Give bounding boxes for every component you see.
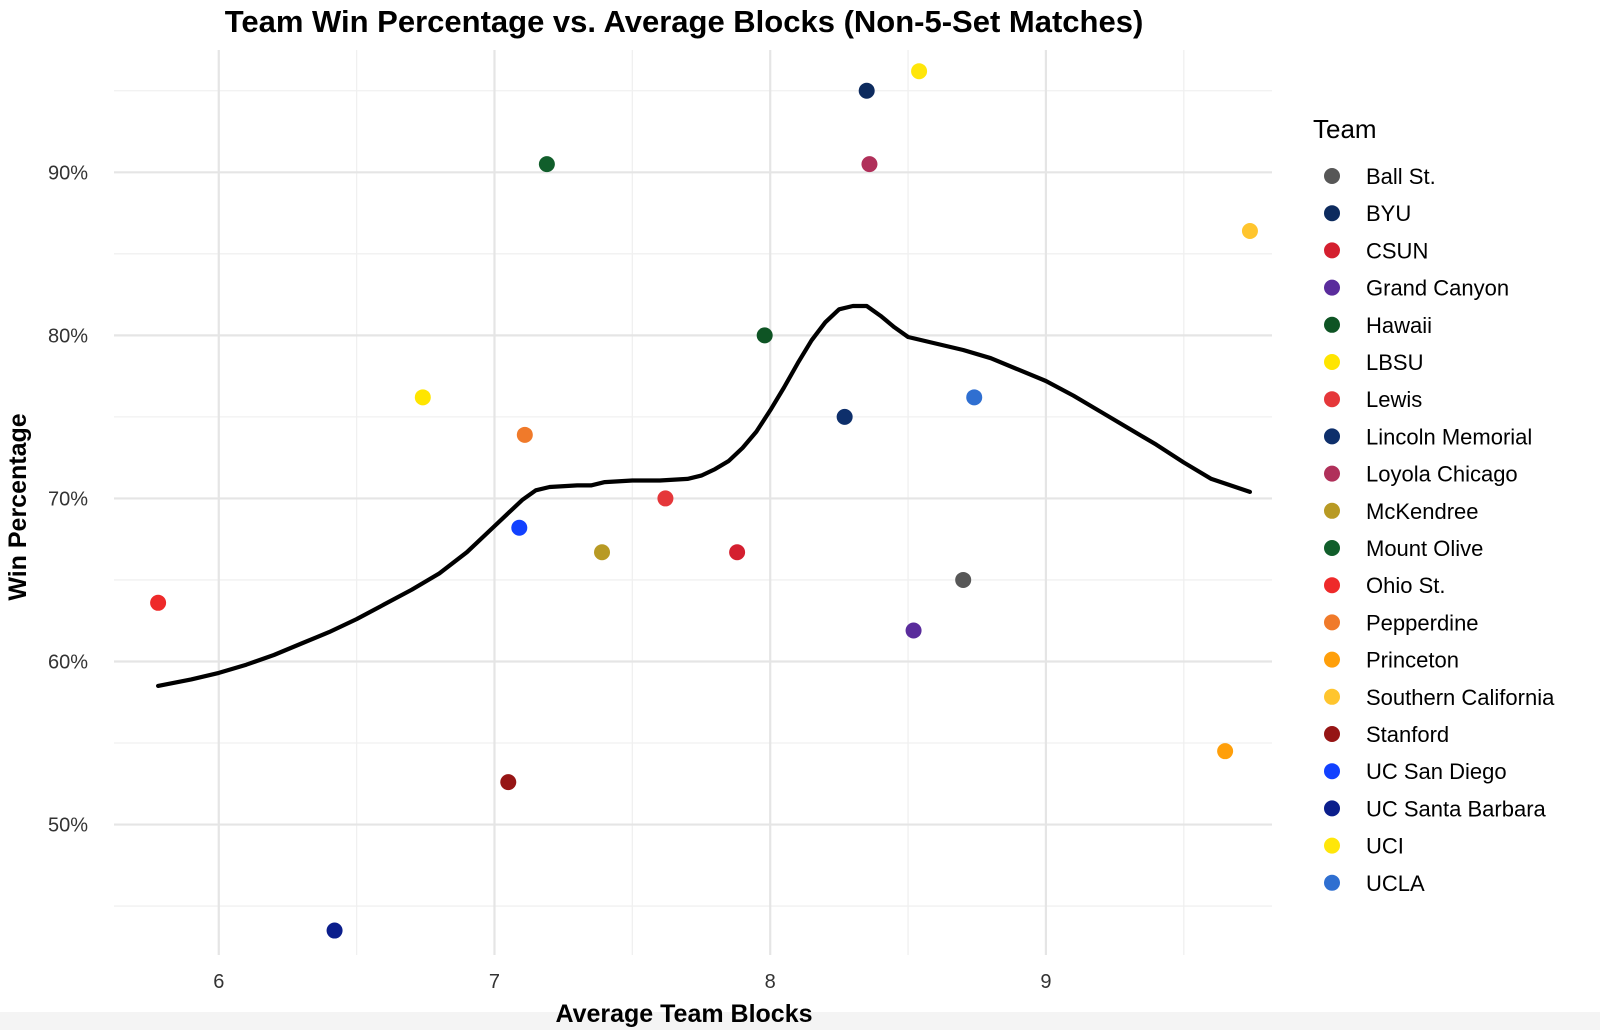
data-point-southern-california xyxy=(1241,223,1258,239)
legend-label-lincoln-memorial: Lincoln Memorial xyxy=(1366,424,1532,449)
legend-key-princeton xyxy=(1324,651,1340,668)
legend-key-mount-olive xyxy=(1324,540,1340,556)
y-tick-label: 80% xyxy=(48,325,88,347)
legend-key-lincoln-memorial xyxy=(1324,428,1340,445)
legend-key-stanford xyxy=(1324,726,1340,742)
data-points xyxy=(150,63,1258,939)
chart-title: Team Win Percentage vs. Average Blocks (… xyxy=(225,4,1144,39)
legend-label-uc-san-diego: UC San Diego xyxy=(1366,759,1507,784)
data-point-csun xyxy=(729,544,746,561)
x-tick-label: 7 xyxy=(489,971,500,993)
legend-label-ohio-st: Ohio St. xyxy=(1366,573,1445,598)
bottom-strip xyxy=(0,1012,1600,1030)
legend-label-princeton: Princeton xyxy=(1366,648,1459,673)
legend-label-loyola-chicago: Loyola Chicago xyxy=(1366,462,1518,487)
legend-label-lbsu: LBSU xyxy=(1366,350,1423,375)
data-point-mount-olive xyxy=(538,156,555,173)
data-point-loyola-chicago xyxy=(861,156,878,173)
data-point-ucla xyxy=(966,389,983,406)
legend-key-uci xyxy=(1324,837,1340,854)
legend-key-pepperdine xyxy=(1324,614,1340,631)
legend-label-pepperdine: Pepperdine xyxy=(1366,610,1479,635)
y-tick-label: 60% xyxy=(48,651,88,673)
legend-key-csun xyxy=(1324,242,1340,259)
legend-label-lewis: Lewis xyxy=(1366,387,1422,412)
data-point-uc-santa-barbara xyxy=(326,922,343,939)
data-point-lincoln-memorial xyxy=(836,408,853,425)
data-point-uc-san-diego xyxy=(511,519,528,536)
x-axis-label: Average Team Blocks xyxy=(555,1000,812,1028)
legend-key-ball-st xyxy=(1324,168,1340,184)
x-tick-label: 9 xyxy=(1040,971,1051,993)
data-point-stanford xyxy=(500,774,517,791)
legend-label-mount-olive: Mount Olive xyxy=(1366,536,1483,561)
legend-label-ucla: UCLA xyxy=(1366,871,1425,896)
legend-key-uc-san-diego xyxy=(1324,763,1340,780)
legend-label-uc-santa-barbara: UC Santa Barbara xyxy=(1366,796,1547,821)
legend-key-mckendree xyxy=(1324,502,1340,519)
legend-key-uc-santa-barbara xyxy=(1324,800,1340,817)
legend-label-ball-st: Ball St. xyxy=(1366,164,1436,189)
legend-label-uci: UCI xyxy=(1366,834,1404,859)
y-tick-label: 90% xyxy=(48,162,88,184)
legend-label-grand-canyon: Grand Canyon xyxy=(1366,276,1509,301)
y-axis-label: Win Percentage xyxy=(4,413,32,600)
legend-label-hawaii: Hawaii xyxy=(1366,313,1432,338)
data-point-princeton xyxy=(1217,743,1234,760)
data-point-lbsu xyxy=(414,389,431,406)
legend-label-stanford: Stanford xyxy=(1366,722,1449,747)
legend-key-loyola-chicago xyxy=(1324,465,1340,482)
trend-line xyxy=(156,303,1252,688)
legend-title: Team xyxy=(1313,114,1377,144)
x-axis-ticks: 6 7 8 9 xyxy=(213,971,1051,993)
legend-label-csun: CSUN xyxy=(1366,238,1428,263)
data-point-lewis xyxy=(657,490,674,507)
legend-key-lewis xyxy=(1324,391,1340,408)
data-point-ohio-st xyxy=(150,594,167,611)
x-tick-label: 8 xyxy=(765,971,776,993)
legend-key-grand-canyon xyxy=(1324,279,1340,296)
legend-key-ucla xyxy=(1324,874,1340,891)
legend-key-southern-california xyxy=(1324,688,1340,705)
legend-key-ohio-st xyxy=(1324,577,1340,594)
legend-key-lbsu xyxy=(1324,354,1340,370)
data-point-hawaii xyxy=(756,327,773,344)
y-tick-label: 70% xyxy=(48,488,88,510)
y-tick-label: 50% xyxy=(48,815,88,837)
data-point-mckendree xyxy=(594,544,611,561)
y-axis-ticks: 50% 60% 70% 80% 90% xyxy=(48,162,88,836)
data-point-byu xyxy=(858,82,875,99)
legend-label-byu: BYU xyxy=(1366,201,1411,226)
legend-key-hawaii xyxy=(1324,316,1340,333)
legend: Team Ball St. BYU CSUN Grand Canyon Hawaii LB… xyxy=(1313,114,1555,896)
x-tick-label: 6 xyxy=(213,971,224,993)
trend-line-group xyxy=(156,303,1252,688)
minor-gridlines xyxy=(114,50,1272,955)
legend-key-byu xyxy=(1324,205,1340,222)
legend-label-mckendree: McKendree xyxy=(1366,499,1479,524)
major-gridlines xyxy=(114,50,1272,955)
data-point-uci xyxy=(911,63,928,80)
data-point-pepperdine xyxy=(516,426,533,443)
legend-label-southern-california: Southern California xyxy=(1366,685,1555,710)
data-point-ball-st xyxy=(955,571,972,588)
data-point-grand-canyon xyxy=(905,622,922,639)
